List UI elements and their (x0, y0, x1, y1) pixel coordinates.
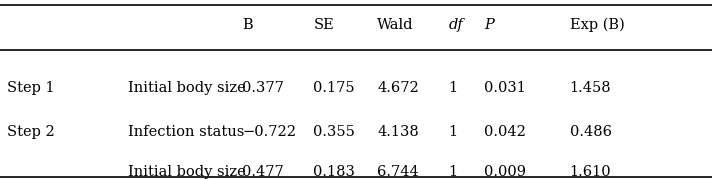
Text: 1.610: 1.610 (570, 165, 611, 179)
Text: 1: 1 (449, 165, 458, 179)
Text: SE: SE (313, 18, 334, 32)
Text: 0.009: 0.009 (484, 165, 526, 179)
Text: Wald: Wald (377, 18, 414, 32)
Text: 0.486: 0.486 (570, 125, 612, 139)
Text: 0.377: 0.377 (242, 81, 284, 95)
Text: B: B (242, 18, 253, 32)
Text: Initial body size: Initial body size (128, 165, 246, 179)
Text: Step 1: Step 1 (7, 81, 55, 95)
Text: Step 2: Step 2 (7, 125, 55, 139)
Text: 1.458: 1.458 (570, 81, 611, 95)
Text: 0.477: 0.477 (242, 165, 284, 179)
Text: 4.138: 4.138 (377, 125, 419, 139)
Text: 0.355: 0.355 (313, 125, 355, 139)
Text: 0.183: 0.183 (313, 165, 355, 179)
Text: 6.744: 6.744 (377, 165, 419, 179)
Text: −0.722: −0.722 (242, 125, 296, 139)
Text: 1: 1 (449, 81, 458, 95)
Text: P: P (484, 18, 494, 32)
Text: Exp (B): Exp (B) (570, 18, 624, 32)
Text: 1: 1 (449, 125, 458, 139)
Text: 0.031: 0.031 (484, 81, 526, 95)
Text: Infection status: Infection status (128, 125, 244, 139)
Text: 0.175: 0.175 (313, 81, 355, 95)
Text: Initial body size: Initial body size (128, 81, 246, 95)
Text: 4.672: 4.672 (377, 81, 419, 95)
Text: df: df (449, 18, 464, 32)
Text: 0.042: 0.042 (484, 125, 526, 139)
